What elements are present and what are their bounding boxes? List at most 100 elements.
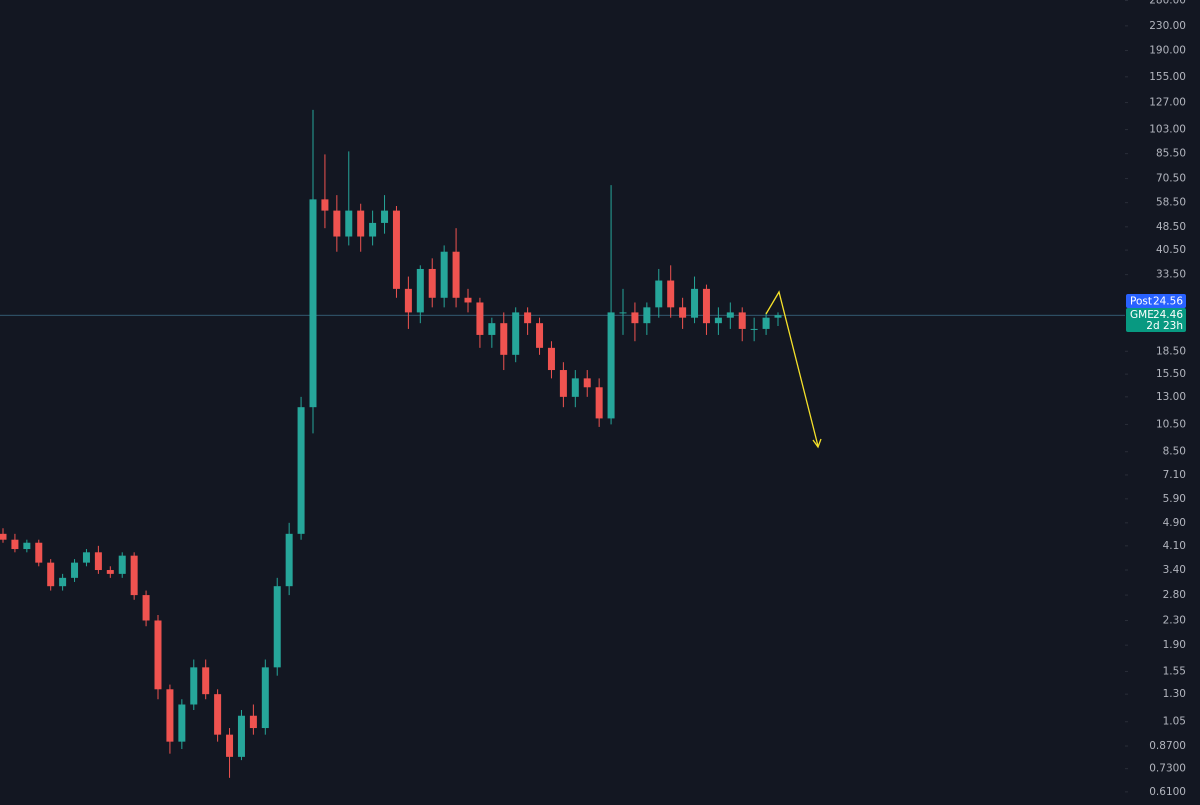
candle-body <box>416 268 424 313</box>
post-label: Post <box>1130 296 1152 308</box>
candle-body <box>190 667 198 705</box>
y-tick-label: 8.50 <box>1163 446 1186 458</box>
candle-body <box>166 689 174 742</box>
y-tick-label: 10.50 <box>1156 418 1186 430</box>
y-tick-label: 0.7300 <box>1149 763 1186 775</box>
arrow-head <box>812 438 822 449</box>
last-box <box>1126 308 1186 332</box>
candle-body <box>667 280 675 308</box>
candle-body <box>595 387 603 419</box>
y-tick-label: 40.50 <box>1156 244 1186 256</box>
candle-body <box>774 315 782 318</box>
candle-body <box>59 577 67 587</box>
candle-body <box>750 328 758 330</box>
candles <box>0 109 1125 778</box>
y-tick-label: 1.05 <box>1163 716 1186 728</box>
candle-body <box>619 312 627 314</box>
candle-body <box>702 288 710 324</box>
annotation-arrow <box>765 290 819 447</box>
candle-body <box>309 199 317 408</box>
countdown: 2d 23h <box>1146 320 1183 332</box>
candle-body <box>559 370 567 397</box>
candle-body <box>583 378 591 388</box>
price-axis: 280.00 230.00 190.00 155.00 127.00 103.00 85.5… <box>1125 0 1186 798</box>
candle-body <box>285 533 293 587</box>
y-tick-label: 5.90 <box>1163 493 1186 505</box>
candle-body <box>607 312 615 419</box>
candle-body <box>333 210 341 237</box>
candle-body <box>679 307 687 318</box>
y-tick-label: 33.50 <box>1156 269 1186 281</box>
candle-body <box>643 307 651 324</box>
candle-body <box>357 210 365 237</box>
y-tick-label: 13.00 <box>1156 391 1186 403</box>
candle-body <box>655 280 663 308</box>
post-box <box>1126 294 1186 308</box>
candle-body <box>261 667 269 729</box>
candle-body <box>118 555 126 574</box>
y-tick-label: 127.00 <box>1149 97 1186 109</box>
candle-body <box>0 533 7 540</box>
y-tick-label: 1.55 <box>1163 665 1186 677</box>
y-tick-label: 15.50 <box>1156 368 1186 380</box>
candle-body <box>392 210 400 289</box>
y-tick-label: 48.50 <box>1156 221 1186 233</box>
y-tick-label: 7.10 <box>1163 469 1186 481</box>
last-price: 24.46 <box>1153 309 1183 321</box>
y-tick-label: 85.50 <box>1156 148 1186 160</box>
candle-body <box>512 312 520 355</box>
candle-body <box>726 312 734 318</box>
y-tick-label: 4.90 <box>1163 517 1186 529</box>
candle-body <box>762 317 770 329</box>
y-tick-label: 230.00 <box>1149 20 1186 32</box>
y-tick-label: 58.50 <box>1156 197 1186 209</box>
y-tick-label: 190.00 <box>1149 45 1186 57</box>
y-tick-label: 103.00 <box>1149 124 1186 136</box>
candle-body <box>691 288 699 318</box>
candle-body <box>500 323 508 355</box>
candle-body <box>631 312 639 324</box>
y-tick-label: 0.8700 <box>1149 740 1186 752</box>
candle-body <box>571 378 579 397</box>
candle-body <box>428 268 436 298</box>
candle-body <box>404 288 412 313</box>
candle-body <box>106 570 114 574</box>
candle-body <box>202 667 210 695</box>
candle-body <box>94 552 102 571</box>
candle-body <box>214 694 222 735</box>
y-tick-label: 1.90 <box>1163 639 1186 651</box>
candle-body <box>536 323 544 348</box>
candle-body <box>464 297 472 303</box>
price-labels: Post 24.56 GME 24.46 2d 23h <box>1126 294 1186 332</box>
y-tick-label: 2.80 <box>1163 589 1186 601</box>
candle-body <box>11 539 19 550</box>
candle-body <box>488 323 496 335</box>
candle-body <box>547 347 555 371</box>
candle-body <box>237 715 245 757</box>
y-tick-label: 18.50 <box>1156 345 1186 357</box>
candle-body <box>35 542 43 563</box>
candle-body <box>381 210 389 223</box>
y-tick-label: 280.00 <box>1149 0 1186 6</box>
candle-body <box>226 734 234 757</box>
candle-body <box>369 222 377 237</box>
candle-body <box>440 251 448 298</box>
candle-body <box>714 317 722 324</box>
y-tick-label: 1.30 <box>1163 688 1186 700</box>
post-price: 24.56 <box>1153 296 1183 308</box>
candle-body <box>249 715 257 729</box>
y-tick-label: 155.00 <box>1149 71 1186 83</box>
candle-body <box>82 552 90 563</box>
candle-body <box>452 251 460 298</box>
candle-body <box>23 542 31 550</box>
candle-body <box>178 704 186 742</box>
y-tick-label: 0.6100 <box>1149 786 1186 798</box>
candle-body <box>142 595 150 621</box>
candle-body <box>297 407 305 534</box>
candle-body <box>321 199 329 211</box>
symbol: GME <box>1130 309 1154 321</box>
y-tick-label: 70.50 <box>1156 173 1186 185</box>
candle-body <box>47 562 55 587</box>
y-tick-label: 4.10 <box>1163 540 1186 552</box>
